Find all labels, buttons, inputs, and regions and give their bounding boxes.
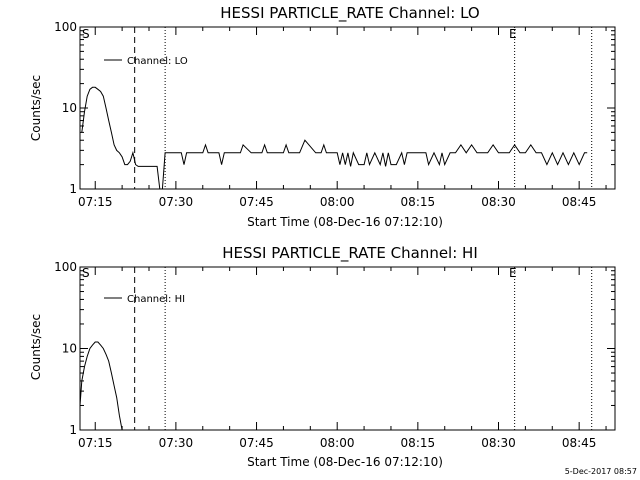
y-tick-label: 10: [62, 342, 77, 356]
x-axis-label: Start Time (08-Dec-16 07:12:10): [247, 215, 443, 229]
x-tick-label: 08:00: [320, 195, 355, 209]
x-tick-label: 08:30: [481, 436, 516, 450]
start-marker-label: S: [82, 266, 90, 280]
panel-hi: HESSI PARTICLE_RATE Channel: HI Counts/s…: [29, 244, 616, 469]
x-tick-label: 08:45: [562, 195, 597, 209]
legend-label: Channel: HI: [127, 294, 185, 305]
end-marker-label: E: [509, 27, 517, 41]
y-tick-label: 100: [54, 20, 77, 34]
legend-label: Channel: LO: [127, 56, 188, 67]
y-tick-label: 1: [69, 423, 77, 437]
start-marker-label: S: [82, 27, 90, 41]
plot-frame: [79, 26, 616, 190]
end-marker-label: E: [509, 266, 517, 280]
x-tick-label: 07:15: [78, 436, 113, 450]
y-tick-label: 1: [69, 182, 77, 196]
x-tick-label: 08:15: [401, 195, 436, 209]
x-tick-label: 08:45: [562, 436, 597, 450]
y-tick-label: 10: [62, 101, 77, 115]
x-tick-label: 07:30: [159, 195, 194, 209]
y-axis-label: Counts/sec: [29, 75, 43, 141]
series-line: [81, 86, 588, 190]
x-tick-label: 07:45: [239, 195, 274, 209]
plot-frame: [79, 266, 616, 431]
x-tick-label: 08:00: [320, 436, 355, 450]
x-tick-label: 07:45: [239, 436, 274, 450]
y-axis-label: Counts/sec: [29, 314, 43, 380]
x-tick-label: 08:15: [401, 436, 436, 450]
x-axis-label: Start Time (08-Dec-16 07:12:10): [247, 455, 443, 469]
chart-title: HESSI PARTICLE_RATE Channel: LO: [220, 4, 479, 23]
y-tick-label: 100: [54, 260, 77, 274]
x-tick-label: 07:30: [159, 436, 194, 450]
panel-lo: HESSI PARTICLE_RATE Channel: LO Counts/s…: [29, 4, 616, 229]
series-line: [79, 341, 123, 431]
x-tick-label: 08:30: [481, 195, 516, 209]
footer-date: 5-Dec-2017 08:57: [565, 467, 637, 476]
x-tick-label: 07:15: [78, 195, 113, 209]
chart-title: HESSI PARTICLE_RATE Channel: HI: [222, 244, 478, 263]
